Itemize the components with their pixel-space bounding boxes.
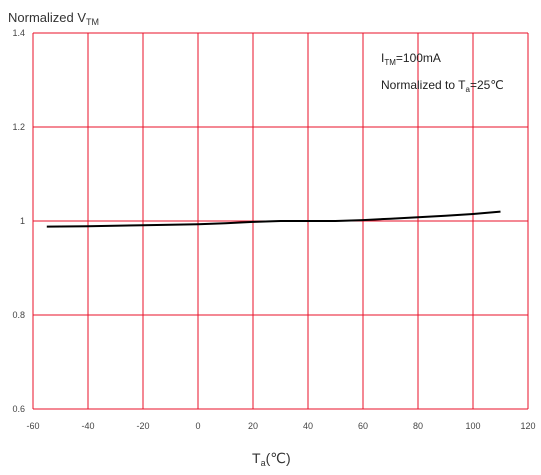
x-axis-label-main: T	[252, 450, 261, 466]
chart-title: Normalized VTM	[8, 10, 99, 27]
annotation-2-rest: =25℃	[470, 78, 504, 92]
x-axis-label: Ta(℃)	[252, 450, 291, 468]
y-tick-label: 0.6	[12, 404, 25, 414]
x-tick-label: 60	[358, 421, 368, 431]
x-tick-label: -60	[26, 421, 39, 431]
annotation-1-rest: =100mA	[396, 51, 441, 65]
y-tick-label: 1.4	[12, 28, 25, 38]
annotation-line-2: Normalized to Ta=25℃	[381, 78, 504, 94]
chart-title-main: Normalized V	[8, 10, 86, 25]
x-tick-label: 120	[520, 421, 535, 431]
x-axis-label-unit: (℃)	[266, 450, 291, 466]
x-tick-label: 80	[413, 421, 423, 431]
annotation-2-main: Normalized to T	[381, 78, 466, 92]
series-line	[46, 210, 501, 228]
annotation-1-main: I	[381, 51, 384, 65]
chart-title-sub: TM	[86, 17, 99, 27]
x-tick-label: 0	[195, 421, 200, 431]
tick-labels: -60 -40 -20 0 20 40 60 80 100 120 0.6 0.8 1 1.2 1.4	[12, 28, 535, 431]
x-tick-label: -20	[136, 421, 149, 431]
annotation-1-sub: TM	[384, 58, 396, 67]
x-tick-label: 100	[465, 421, 480, 431]
y-tick-label: 1	[20, 216, 25, 226]
y-tick-label: 1.2	[12, 122, 25, 132]
x-tick-label: -40	[81, 421, 94, 431]
x-axis-label-sub: a	[261, 458, 266, 468]
y-tick-label: 0.8	[12, 310, 25, 320]
annotation-line-1: ITM=100mA	[381, 51, 441, 67]
annotation-2-sub: a	[465, 85, 470, 94]
x-tick-label: 20	[248, 421, 258, 431]
x-tick-label: 40	[303, 421, 313, 431]
series-layer	[46, 210, 501, 228]
